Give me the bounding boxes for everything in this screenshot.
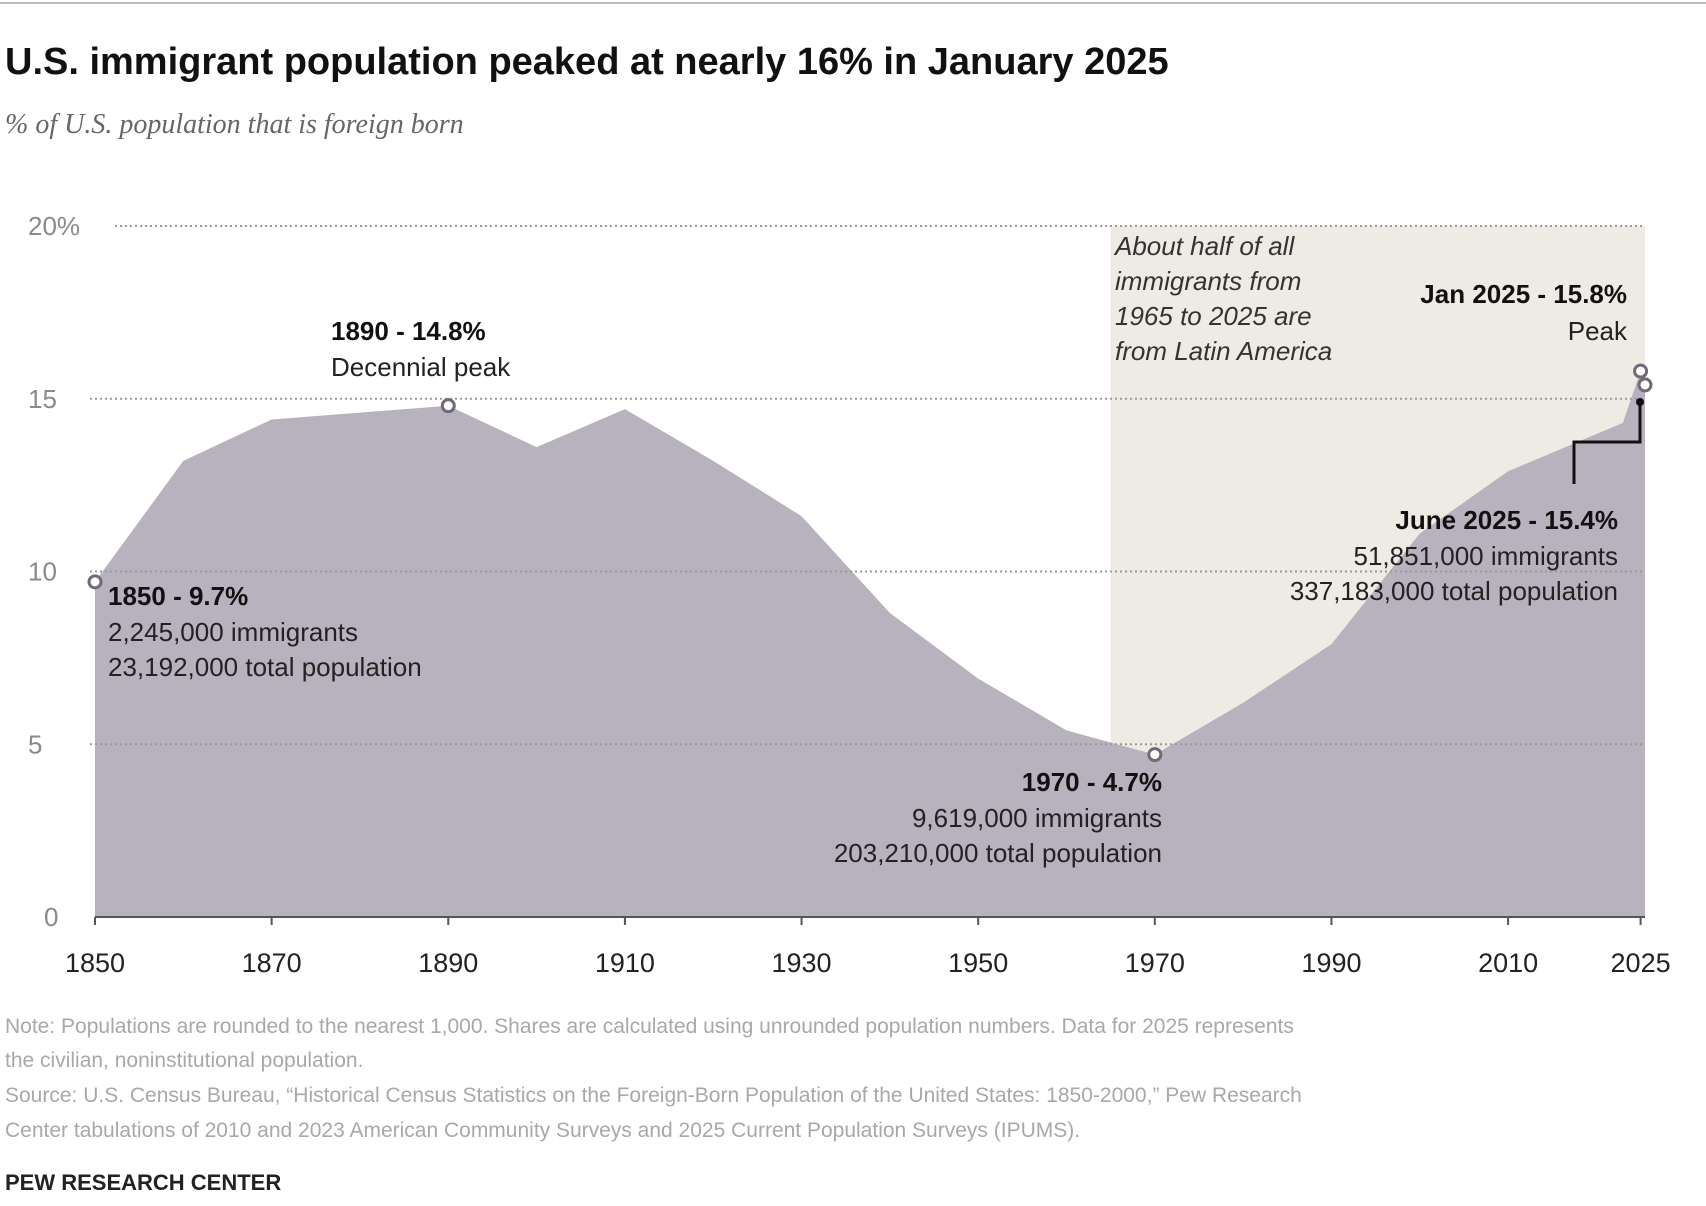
y-tick-label: 15 (28, 384, 57, 414)
svg-text:203,210,000 total population: 203,210,000 total population (834, 838, 1162, 868)
y-tick-label: 5 (28, 729, 42, 759)
foreign-born-share-area (95, 371, 1645, 918)
svg-text:1850 - 9.7%: 1850 - 9.7% (108, 581, 248, 611)
svg-text:1970 - 4.7%: 1970 - 4.7% (1022, 767, 1162, 797)
svg-text:the civilian, noninstitutional: the civilian, noninstitutional populatio… (5, 1049, 363, 1072)
marker-1970 (1147, 747, 1163, 763)
marker-june-2025 (1637, 377, 1653, 393)
annotation-jan-2025: Jan 2025 - 15.8% Peak (1420, 279, 1628, 346)
svg-text:1890 - 14.8%: 1890 - 14.8% (331, 316, 486, 346)
x-tick-label: 1870 (242, 948, 302, 978)
svg-text:from Latin America: from Latin America (1115, 336, 1332, 366)
x-tick-label: 2010 (1478, 948, 1538, 978)
marker-1850 (87, 574, 103, 590)
annotation-june-2025: June 2025 - 15.4% 51,851,000 immigrants … (1290, 505, 1618, 606)
chart-subtitle: % of U.S. population that is foreign bor… (5, 109, 464, 140)
band-annotation: About half of all immigrants from 1965 t… (1113, 231, 1332, 366)
svg-text:Source: U.S. Census Bureau, “H: Source: U.S. Census Bureau, “Historical … (5, 1084, 1302, 1107)
svg-text:immigrants from: immigrants from (1115, 266, 1301, 296)
x-tick-label: 1990 (1301, 948, 1361, 978)
svg-text:9,619,000 immigrants: 9,619,000 immigrants (912, 803, 1162, 833)
svg-text:Center tabulations of 2010 and: Center tabulations of 2010 and 2023 Amer… (5, 1119, 1080, 1142)
y-tick-label: 10 (28, 557, 57, 587)
y-tick-label: 0 (44, 902, 58, 932)
x-tick-label: 1970 (1125, 948, 1185, 978)
svg-text:51,851,000 immigrants: 51,851,000 immigrants (1354, 541, 1618, 571)
y-tick-label: 20% (28, 211, 80, 241)
svg-text:Decennial peak: Decennial peak (331, 352, 511, 382)
svg-text:Peak: Peak (1568, 316, 1628, 346)
june-2025-leader-dot (1636, 398, 1644, 406)
svg-text:Jan 2025 - 15.8%: Jan 2025 - 15.8% (1420, 279, 1627, 309)
annotation-1890: 1890 - 14.8% Decennial peak (331, 316, 511, 382)
svg-text:2,245,000 immigrants: 2,245,000 immigrants (108, 617, 358, 647)
june-2025-leader-line (1572, 402, 1642, 484)
x-tick-label: 2025 (1611, 948, 1671, 978)
marker-jan-2025 (1633, 363, 1649, 379)
svg-text:Note: Populations are rounded: Note: Populations are rounded to the nea… (5, 1015, 1294, 1038)
x-tick-label: 1950 (948, 948, 1008, 978)
svg-text:1965 to 2025 are: 1965 to 2025 are (1115, 301, 1312, 331)
svg-text:337,183,000 total population: 337,183,000 total population (1290, 576, 1618, 606)
svg-text:About half of all: About half of all (1113, 231, 1295, 261)
x-tick-label: 1930 (772, 948, 832, 978)
x-tick-label: 1890 (418, 948, 478, 978)
footer: Note: Populations are rounded to the nea… (5, 1015, 1302, 1195)
annotation-1970: 1970 - 4.7% 9,619,000 immigrants 203,210… (834, 767, 1162, 868)
chart-title: U.S. immigrant population peaked at near… (5, 41, 1169, 83)
svg-text:June 2025 - 15.4%: June 2025 - 15.4% (1395, 505, 1618, 535)
x-tick-label: 1850 (65, 948, 125, 978)
annotation-1850: 1850 - 9.7% 2,245,000 immigrants 23,192,… (108, 581, 422, 682)
svg-text:PEW RESEARCH CENTER: PEW RESEARCH CENTER (5, 1170, 281, 1195)
x-tick-label: 1910 (595, 948, 655, 978)
marker-1890 (440, 398, 456, 414)
svg-text:23,192,000 total population: 23,192,000 total population (108, 652, 422, 682)
